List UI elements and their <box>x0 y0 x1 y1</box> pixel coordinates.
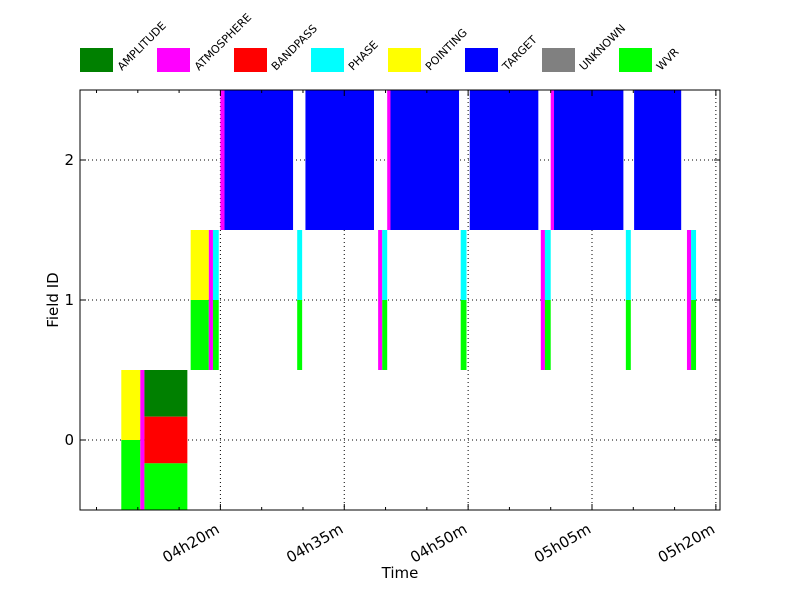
legend-swatch-atmosphere <box>157 48 190 72</box>
legend-swatch-target <box>465 48 498 72</box>
scan-bar-wvr <box>297 300 303 370</box>
legend-swatch-wvr <box>619 48 652 72</box>
x-tick-label: 04h20m <box>159 520 222 567</box>
legend-swatch-amplitude <box>80 48 113 72</box>
x-tick-label: 04h50m <box>407 520 470 567</box>
x-axis-label: Time <box>381 564 419 582</box>
scan-bar-target <box>554 90 624 230</box>
scan-bar-wvr <box>460 300 467 370</box>
scan-bar-target <box>634 90 682 230</box>
scan-bar-wvr <box>382 300 388 370</box>
scan-bar-atmosphere <box>208 230 213 370</box>
legend-swatch-pointing <box>388 48 421 72</box>
scan-bar-wvr <box>121 440 141 510</box>
scan-bar-target <box>390 90 460 230</box>
y-tick-label: 1 <box>64 291 74 309</box>
scan-bar-wvr <box>212 300 219 370</box>
scan-bar-atmosphere <box>378 230 383 370</box>
x-tick-label: 04h35m <box>283 520 346 567</box>
scan-bar-phase <box>544 230 551 300</box>
y-axis-label: Field ID <box>44 272 62 327</box>
scan-bar-atmosphere <box>140 370 145 510</box>
legend-swatch-bandpass <box>234 48 267 72</box>
x-tick-label: 05h05m <box>531 520 594 567</box>
y-tick-label: 0 <box>64 431 74 449</box>
scan-bar-target <box>305 90 374 230</box>
legend-swatch-phase <box>311 48 344 72</box>
scan-bar-wvr <box>625 300 631 370</box>
scan-bar-bandpass <box>144 416 188 464</box>
scan-bar-phase <box>382 230 388 300</box>
legend-label-phase: PHASE <box>346 38 381 73</box>
scan-bar-wvr <box>691 300 697 370</box>
scan-bar-atmosphere <box>540 230 545 370</box>
scan-bar-wvr <box>190 300 209 370</box>
scan-bar-pointing <box>190 230 209 300</box>
scan-bar-target <box>469 90 539 230</box>
scan-bar-phase <box>460 230 467 300</box>
scan-bar-atmosphere <box>387 90 391 230</box>
scan-bar-atmosphere <box>550 90 555 230</box>
legend-swatch-unknown <box>542 48 575 72</box>
scan-bar-target <box>224 90 294 230</box>
scan-bar-phase <box>212 230 219 300</box>
legend-label-target: TARGET <box>499 33 540 74</box>
scan-bar-atmosphere <box>686 230 692 370</box>
scan-bar-phase <box>625 230 631 300</box>
y-tick-label: 2 <box>64 151 74 169</box>
scan-bar-wvr <box>144 463 188 510</box>
x-tick-label: 05h20m <box>655 520 718 567</box>
scan-bar-phase <box>297 230 303 300</box>
legend-label-wvr: WVR <box>654 45 682 73</box>
scan-bar-atmosphere <box>220 90 225 230</box>
scan-bars <box>121 90 697 510</box>
legend: AMPLITUDE ATMOSPHERE BANDPASS PHASE POINTING… <box>80 11 682 74</box>
scan-bar-pointing <box>121 370 141 440</box>
legend-label-pointing: POINTING <box>423 26 470 73</box>
scan-bar-wvr <box>544 300 551 370</box>
scan-bar-amplitude <box>144 370 188 417</box>
scan-bar-phase <box>691 230 697 300</box>
